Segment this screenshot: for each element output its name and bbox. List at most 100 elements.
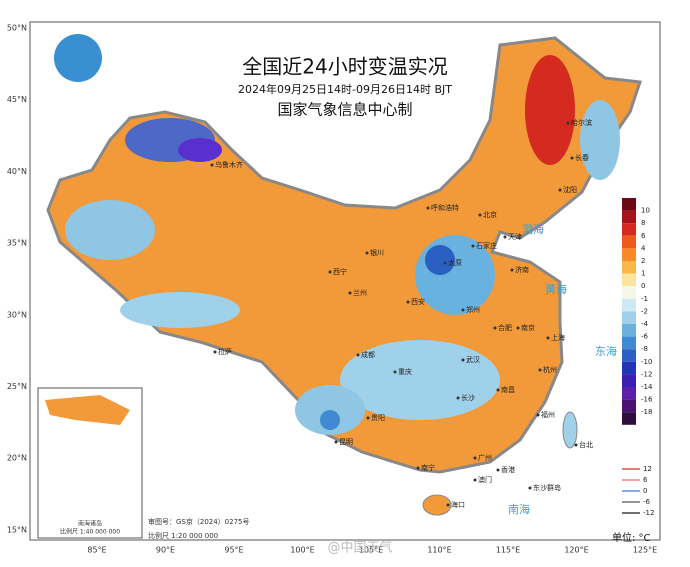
city-label: 哈尔滨 — [571, 118, 592, 127]
legend-label: -8 — [641, 345, 648, 353]
city-label: 西安 — [411, 297, 425, 306]
city-marker — [493, 326, 497, 330]
city-label: 天津 — [508, 233, 522, 241]
warming-area — [525, 55, 575, 165]
line-legend-label: 12 — [643, 465, 652, 473]
city-marker — [406, 300, 410, 304]
sea-label: 东海 — [595, 344, 617, 358]
city-marker — [536, 413, 540, 417]
legend-swatch — [622, 336, 636, 350]
legend-swatch — [622, 349, 636, 362]
legend-label: 6 — [641, 232, 646, 240]
city-marker — [478, 213, 482, 217]
city-label: 南昌 — [501, 385, 515, 394]
city-marker — [393, 370, 397, 374]
line-legend-label: -6 — [643, 498, 651, 506]
longitude-label: 125°E — [633, 546, 657, 555]
city-label: 广州 — [478, 453, 492, 462]
legend-label: -16 — [641, 396, 653, 404]
city-marker — [348, 291, 352, 295]
city-label: 杭州 — [543, 365, 557, 374]
latitude-label: 45°N — [7, 95, 27, 104]
legend-label: -2 — [641, 307, 648, 315]
line-legend-box — [620, 465, 656, 525]
cooling-area — [120, 292, 240, 328]
longitude-label: 100°E — [290, 546, 314, 555]
city-label: 太原 — [448, 258, 462, 267]
longitude-label: 85°E — [87, 546, 106, 555]
city-label: 武汉 — [466, 355, 480, 364]
longitude-label: 105°E — [359, 546, 383, 555]
legend-label: -1 — [641, 295, 648, 303]
scale: 比例尺 1:20 000 000 — [148, 531, 218, 540]
cooling-area — [340, 340, 500, 420]
legend-label: 4 — [641, 244, 646, 252]
legend-swatch — [622, 210, 636, 224]
legend-label: 2 — [641, 257, 645, 265]
city-label: 长沙 — [461, 393, 475, 402]
city-marker — [328, 270, 332, 274]
issuer: 国家气象信息中心制 — [277, 101, 412, 119]
city-label: 香港 — [501, 465, 515, 474]
title: 全国近24小时变温实况 — [242, 55, 447, 79]
city-marker — [461, 358, 465, 362]
city-label: 台北 — [579, 440, 593, 449]
latitude-label: 15°N — [7, 525, 27, 534]
city-marker — [334, 440, 338, 444]
line-legend-label: 6 — [643, 476, 648, 484]
city-label: 昆明 — [339, 438, 353, 446]
city-label: 长春 — [575, 153, 589, 162]
cooling-area — [320, 410, 340, 430]
sea-label: 黄海 — [545, 282, 567, 296]
city-marker — [456, 396, 460, 400]
legend-label: -6 — [641, 333, 649, 341]
city-marker — [574, 443, 578, 447]
line-legend-label: -12 — [643, 509, 654, 517]
cooling-area — [65, 200, 155, 260]
latitude-label: 35°N — [7, 239, 27, 248]
city-label: 南京 — [521, 323, 535, 332]
legend-swatch — [622, 248, 636, 261]
longitude-label: 120°E — [564, 546, 588, 555]
legend-swatch — [622, 235, 636, 249]
logo — [54, 34, 102, 82]
city-marker — [510, 268, 514, 272]
city-marker — [516, 326, 520, 330]
city-marker — [528, 486, 532, 490]
city-marker — [471, 244, 475, 248]
city-label: 郑州 — [466, 306, 480, 314]
city-label: 成都 — [361, 350, 375, 359]
legend-label: -10 — [641, 358, 652, 366]
city-label: 海口 — [451, 500, 465, 509]
city-label: 上海 — [551, 333, 565, 342]
legend-label: -4 — [641, 320, 649, 328]
sea-label: 渤海 — [522, 222, 544, 236]
legend-swatch — [622, 324, 636, 337]
inset-land — [45, 395, 130, 425]
unit: 单位: °C — [612, 531, 651, 544]
legend-swatch — [622, 374, 636, 387]
city-label: 拉萨 — [218, 347, 232, 356]
legend-swatch — [622, 273, 636, 287]
longitude-label: 90°E — [156, 546, 175, 555]
legend-label: -14 — [641, 383, 653, 391]
city-marker — [356, 353, 360, 357]
city-marker — [473, 478, 477, 482]
legend-swatch — [622, 412, 636, 425]
city-marker — [538, 368, 542, 372]
city-marker — [496, 388, 500, 392]
longitude-label: 115°E — [496, 546, 520, 555]
city-label: 北京 — [483, 210, 497, 219]
city-label: 银川 — [370, 248, 384, 257]
city-label: 合肥 — [498, 323, 512, 332]
inset-label: 南海诸岛 — [78, 520, 102, 528]
latitude-label: 30°N — [7, 310, 27, 319]
inset-scale: 比例尺 1:40 000 000 — [60, 528, 120, 536]
cooling-area — [580, 100, 620, 180]
legend-label: 0 — [641, 282, 645, 290]
city-marker — [416, 466, 420, 470]
legend-label: 1 — [641, 270, 645, 278]
city-label: 乌鲁木齐 — [215, 160, 243, 169]
latitude-label: 20°N — [7, 454, 27, 463]
